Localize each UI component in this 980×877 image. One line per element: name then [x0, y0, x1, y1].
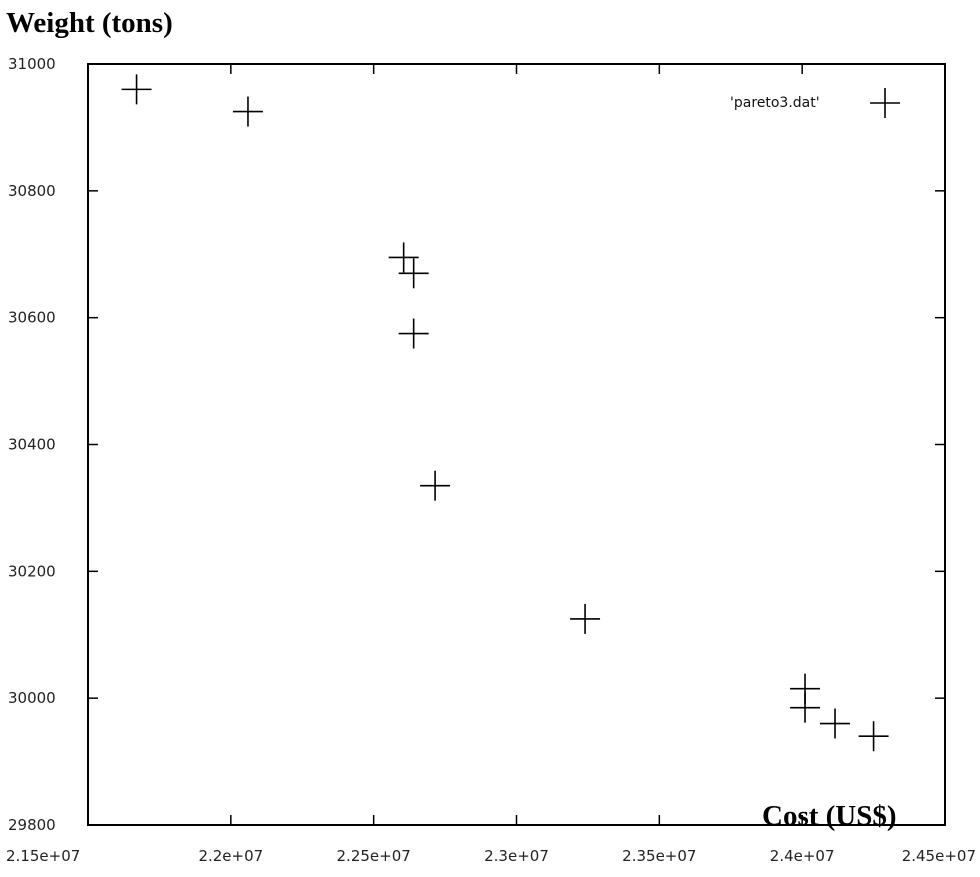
legend-marker — [870, 88, 900, 118]
data-point — [121, 74, 152, 105]
y-tick-label: 29800 — [8, 816, 56, 834]
x-tick-label: 2.2e+07 — [198, 847, 263, 865]
x-tick-labels: 2.15e+07 2.2e+07 2.25e+07 2.3e+07 2.35e+07 2.… — [6, 847, 976, 865]
data-point — [858, 721, 889, 752]
y-tick-label: 31000 — [8, 55, 56, 73]
data-point — [232, 96, 263, 127]
x-tick-label: 2.3e+07 — [484, 847, 549, 865]
legend-marker-symbol — [870, 88, 900, 118]
axis-ticks — [87, 63, 946, 826]
data-points — [121, 74, 889, 752]
data-point — [570, 603, 601, 634]
y-tick-labels: 29800 30000 30200 30400 30600 30800 31000 — [8, 55, 56, 834]
data-point — [790, 692, 821, 723]
y-tick-label: 30200 — [8, 562, 56, 580]
legend-entry-label: 'pareto3.dat' — [730, 95, 820, 111]
x-tick-label: 2.4e+07 — [770, 847, 835, 865]
x-tick-label: 2.25e+07 — [337, 847, 411, 865]
x-tick-label: 2.35e+07 — [622, 847, 696, 865]
data-point — [820, 708, 851, 739]
data-point — [420, 470, 451, 501]
data-point — [398, 318, 429, 349]
y-tick-label: 30600 — [8, 309, 56, 327]
y-axis-title: Weight (tons) — [6, 7, 173, 39]
plot-frame — [87, 63, 946, 826]
x-tick-label: 2.45e+07 — [902, 847, 976, 865]
y-tick-label: 30000 — [8, 689, 56, 707]
y-tick-label: 30400 — [8, 436, 56, 454]
data-point — [398, 258, 429, 289]
x-axis-title: Cost (US$) — [762, 800, 897, 832]
x-tick-label: 2.15e+07 — [6, 847, 80, 865]
data-point — [388, 242, 419, 273]
y-tick-label: 30800 — [8, 182, 56, 200]
